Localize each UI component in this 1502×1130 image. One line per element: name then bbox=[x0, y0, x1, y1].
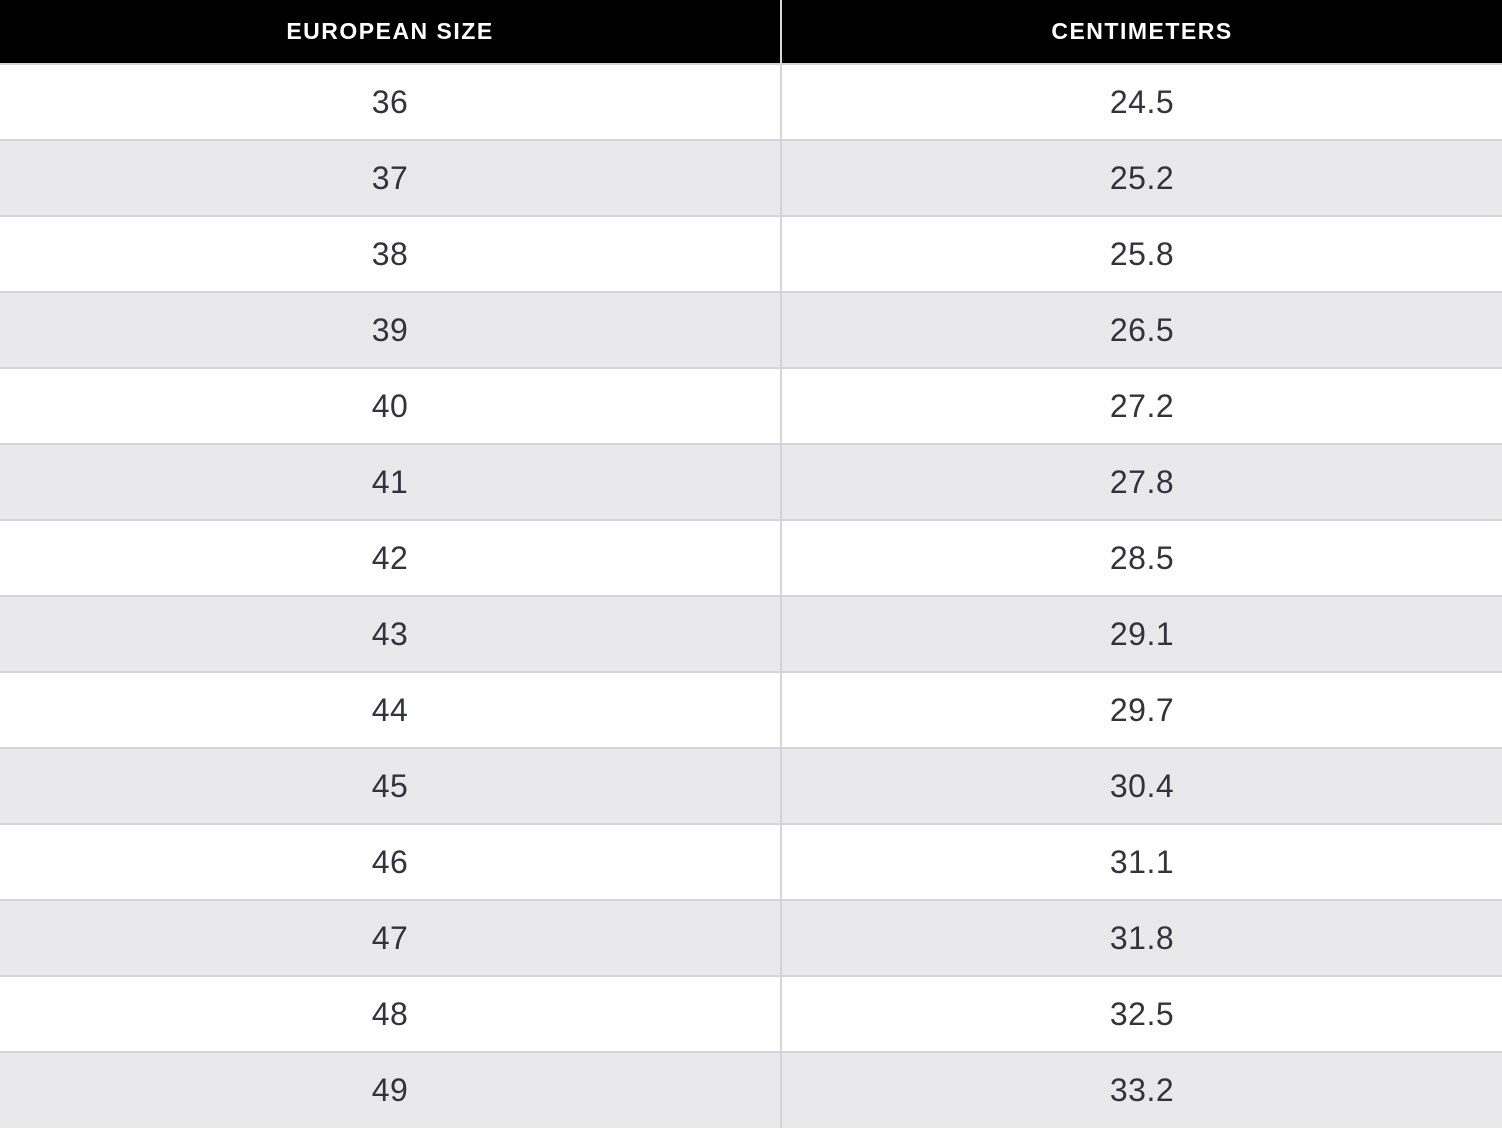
centimeters-cell: 30.4 bbox=[781, 748, 1502, 825]
european-size-cell: 36 bbox=[0, 64, 782, 141]
table-row: 44 29.7 bbox=[0, 672, 1502, 749]
table-row: 39 26.5 bbox=[0, 292, 1502, 369]
centimeters-cell: 29.1 bbox=[781, 596, 1502, 673]
european-size-cell: 41 bbox=[0, 444, 782, 521]
centimeters-cell: 25.2 bbox=[781, 140, 1502, 217]
table-row: 41 27.8 bbox=[0, 444, 1502, 521]
european-size-cell: 40 bbox=[0, 368, 782, 445]
table-row: 36 24.5 bbox=[0, 64, 1502, 141]
centimeters-cell: 24.5 bbox=[781, 64, 1502, 141]
european-size-cell: 38 bbox=[0, 216, 782, 293]
table-row: 42 28.5 bbox=[0, 520, 1502, 597]
centimeters-cell: 25.8 bbox=[781, 216, 1502, 293]
european-size-cell: 37 bbox=[0, 140, 782, 217]
table-row: 38 25.8 bbox=[0, 216, 1502, 293]
column-header-european-size: EUROPEAN SIZE bbox=[0, 0, 782, 65]
european-size-cell: 39 bbox=[0, 292, 782, 369]
table-row: 47 31.8 bbox=[0, 900, 1502, 977]
european-size-cell: 47 bbox=[0, 900, 782, 977]
centimeters-cell: 31.1 bbox=[781, 824, 1502, 901]
table-header-row: EUROPEAN SIZE CENTIMETERS bbox=[0, 0, 1502, 65]
table-row: 43 29.1 bbox=[0, 596, 1502, 673]
centimeters-cell: 31.8 bbox=[781, 900, 1502, 977]
table-row: 45 30.4 bbox=[0, 748, 1502, 825]
european-size-cell: 42 bbox=[0, 520, 782, 597]
european-size-cell: 43 bbox=[0, 596, 782, 673]
table-body: 36 24.5 37 25.2 38 25.8 39 26.5 40 27.2 … bbox=[0, 64, 1502, 1128]
table-row: 37 25.2 bbox=[0, 140, 1502, 217]
centimeters-cell: 27.8 bbox=[781, 444, 1502, 521]
table-row: 40 27.2 bbox=[0, 368, 1502, 445]
table-row: 46 31.1 bbox=[0, 824, 1502, 901]
column-header-centimeters: CENTIMETERS bbox=[781, 0, 1502, 65]
european-size-cell: 46 bbox=[0, 824, 782, 901]
table-row: 48 32.5 bbox=[0, 976, 1502, 1053]
european-size-cell: 48 bbox=[0, 976, 782, 1053]
european-size-cell: 45 bbox=[0, 748, 782, 825]
european-size-cell: 49 bbox=[0, 1052, 782, 1128]
european-size-cell: 44 bbox=[0, 672, 782, 749]
centimeters-cell: 26.5 bbox=[781, 292, 1502, 369]
centimeters-cell: 28.5 bbox=[781, 520, 1502, 597]
centimeters-cell: 32.5 bbox=[781, 976, 1502, 1053]
centimeters-cell: 29.7 bbox=[781, 672, 1502, 749]
table-row: 49 33.2 bbox=[0, 1052, 1502, 1128]
centimeters-cell: 27.2 bbox=[781, 368, 1502, 445]
centimeters-cell: 33.2 bbox=[781, 1052, 1502, 1128]
